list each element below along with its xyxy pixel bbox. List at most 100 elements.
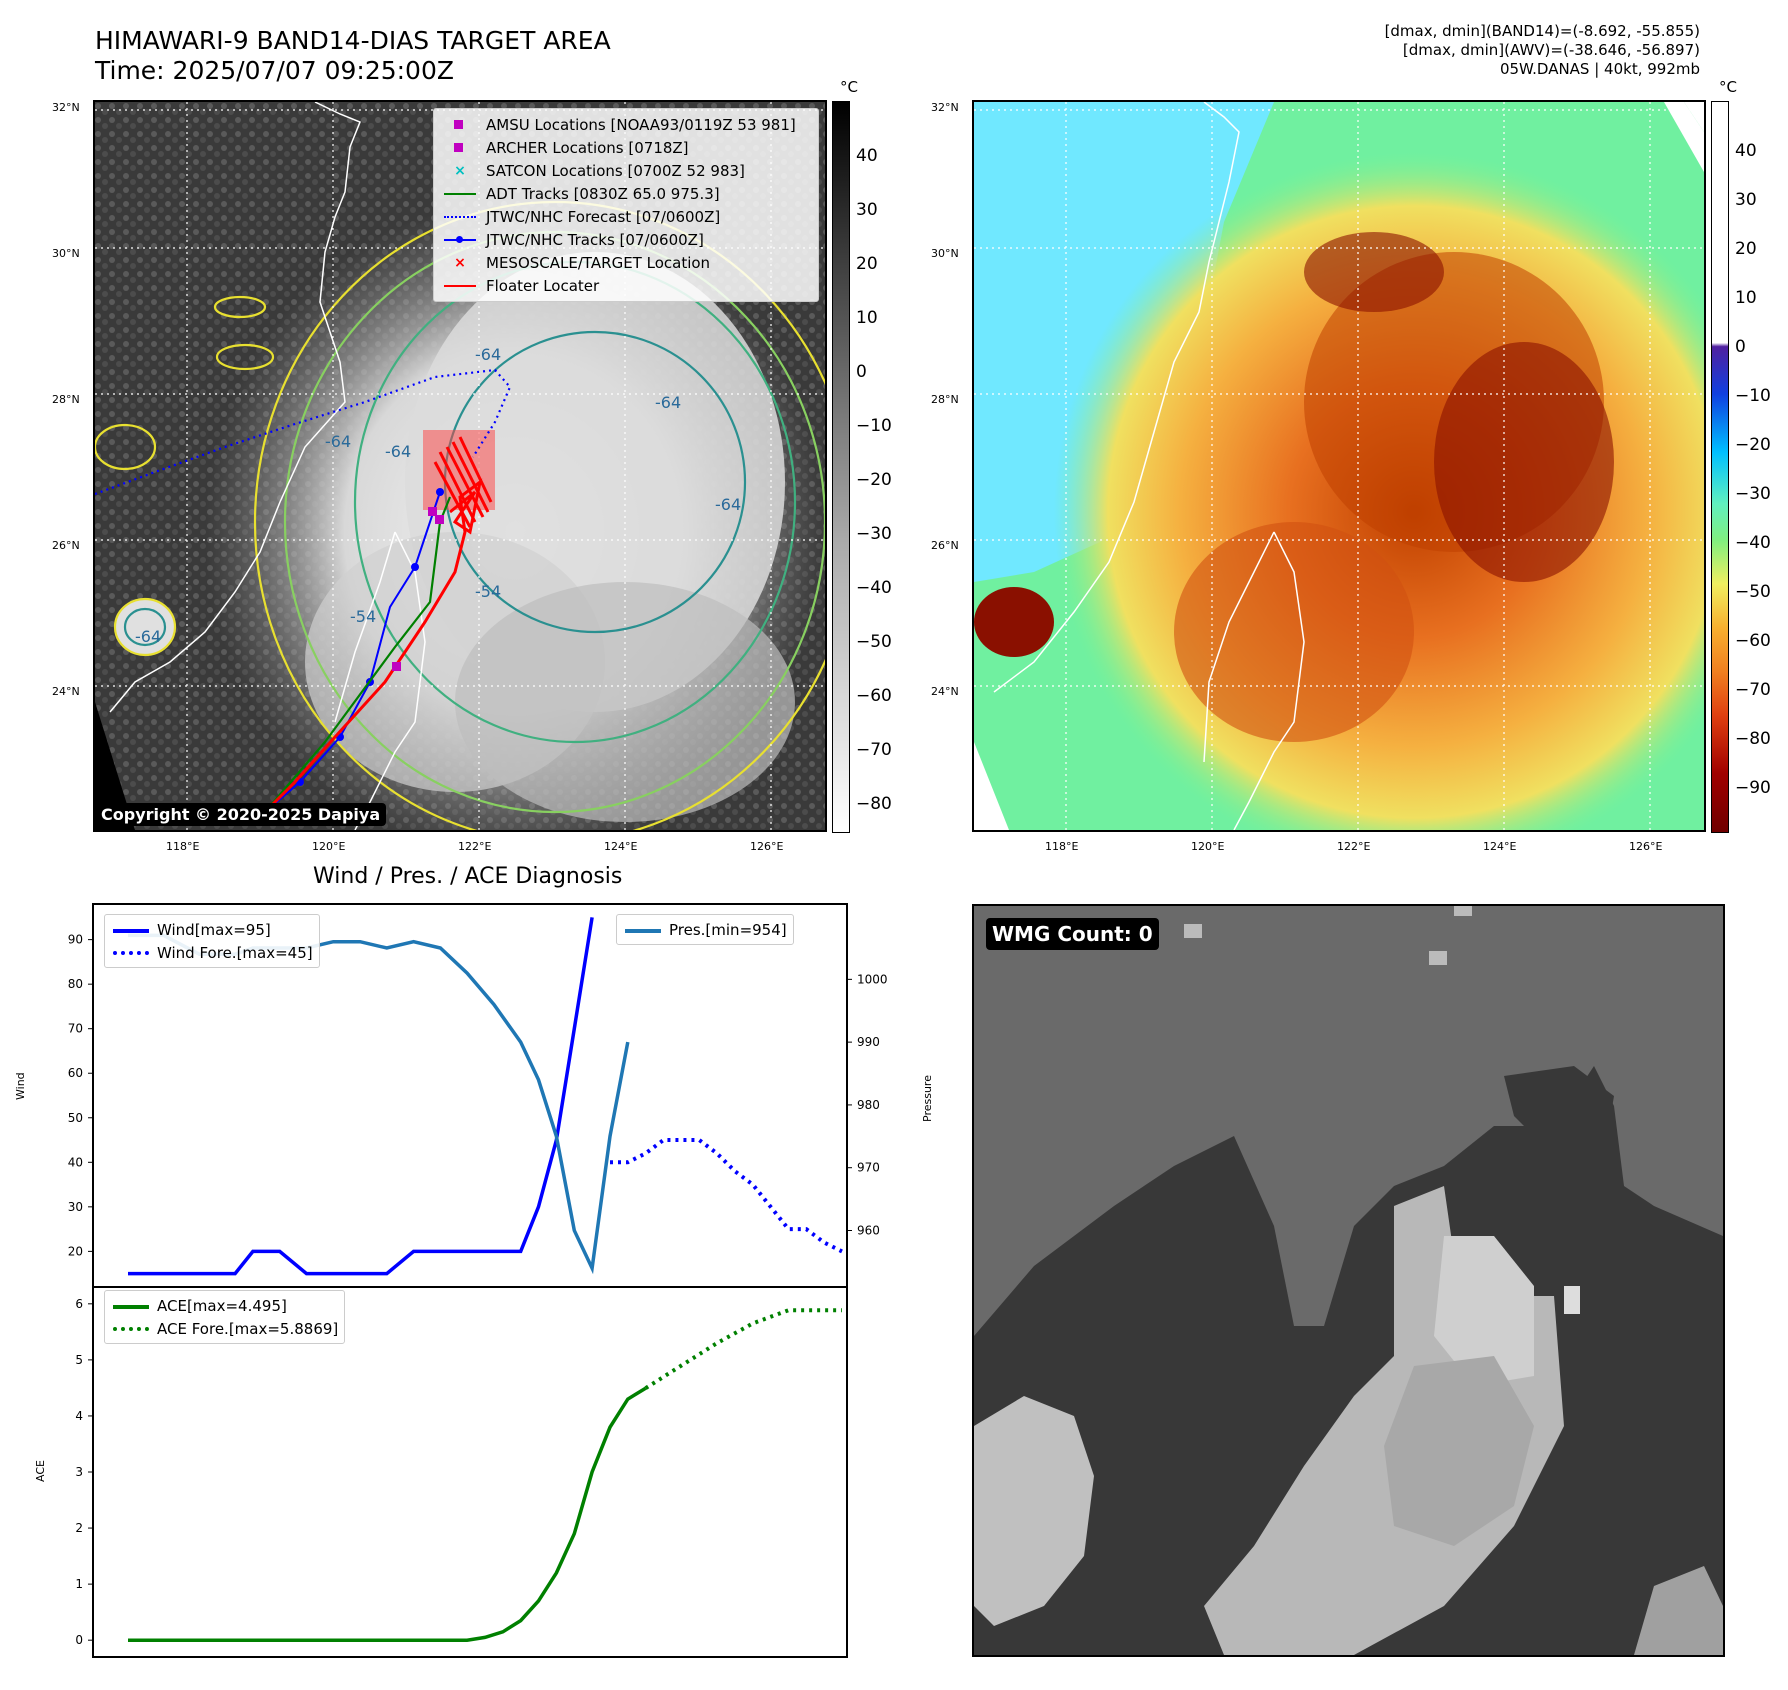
- ace-axis-label: ACE: [34, 1460, 47, 1482]
- diag-title: Wind / Pres. / ACE Diagnosis: [313, 864, 623, 889]
- ace-legend: ACE[max=4.495] ACE Fore.[max=5.8869]: [104, 1290, 346, 1344]
- ace-tick-label: 6: [75, 1297, 83, 1311]
- lat-tick: 32°N: [931, 101, 959, 114]
- pressure-tick-label: 990: [857, 1035, 880, 1049]
- wmg-image: [974, 906, 1723, 1655]
- contour-label: -64: [475, 345, 501, 364]
- lon-tick: 124°E: [1483, 840, 1517, 853]
- contour-label: -64: [385, 442, 411, 461]
- storm-info-text: 05W.DANAS | 40kt, 992mb: [1499, 60, 1700, 78]
- gray-colorbar: [832, 101, 850, 833]
- legend-item: JTWC/NHC Tracks [07/0600Z]: [434, 228, 818, 251]
- colorbar-tick: −10: [1735, 386, 1771, 406]
- ace-tick-label: 3: [75, 1465, 83, 1479]
- ace-tick-label: 4: [75, 1409, 83, 1423]
- contour-label: -64: [135, 627, 161, 646]
- legend-item: Floater Locater: [434, 274, 818, 297]
- colorbar-tick: −70: [1735, 680, 1771, 700]
- colorbar-tick: 40: [1735, 141, 1757, 161]
- colorbar-tick: 20: [1735, 239, 1757, 259]
- colorbar-tick: −50: [1735, 582, 1771, 602]
- legend-item: Wind[max=95]: [105, 918, 319, 941]
- lat-tick: 26°N: [52, 539, 80, 552]
- wind-tick-label: 60: [68, 1066, 83, 1080]
- lat-tick: 30°N: [931, 247, 959, 260]
- legend-item: AMSU Locations [NOAA93/0119Z 53 981]: [434, 113, 818, 136]
- wind-tick-label: 20: [68, 1244, 83, 1258]
- pressure-tick-label: 960: [857, 1223, 880, 1237]
- contour-label: -54: [475, 582, 501, 601]
- wind-forecast-line: [610, 1138, 843, 1254]
- colorbar-tick: 0: [1735, 337, 1746, 357]
- color-colorbar: [1711, 101, 1729, 833]
- legend-item: ARCHER Locations [0718Z]: [434, 136, 818, 159]
- colorbar-tick: −40: [1735, 533, 1771, 553]
- wmg-panel: WMG Count: 0: [972, 904, 1725, 1657]
- ace-series-line: [128, 1386, 647, 1642]
- wind-tick-label: 80: [68, 977, 83, 991]
- colorbar-tick: 10: [1735, 288, 1757, 308]
- wind-tick-label: 50: [68, 1111, 83, 1125]
- colorbar-tick: −50: [856, 632, 892, 652]
- colorbar-tick: −20: [856, 470, 892, 490]
- wind-tick-label: 30: [68, 1200, 83, 1214]
- ace-tick-label: 5: [75, 1353, 83, 1367]
- wind-axis-label: Wind: [14, 1072, 27, 1100]
- colorbar-tick: −30: [1735, 484, 1771, 504]
- pressure-axis-label: Pressure: [921, 1075, 934, 1122]
- lon-tick: 118°E: [166, 840, 200, 853]
- timestamp: Time: 2025/07/07 09:25:00Z: [95, 56, 454, 85]
- colorbar-tick: 20: [856, 254, 878, 274]
- legend-item: JTWC/NHC Forecast [07/0600Z]: [434, 205, 818, 228]
- colorbar-tick: −30: [856, 524, 892, 544]
- contour-label: -64: [655, 393, 681, 412]
- wmg-count-badge: WMG Count: 0: [986, 918, 1159, 950]
- lat-tick: 32°N: [52, 101, 80, 114]
- contour-label: -64: [325, 432, 351, 451]
- pressure-legend: Pres.[min=954]: [616, 914, 794, 945]
- lon-tick: 118°E: [1045, 840, 1079, 853]
- colorbar-tick: −90: [1735, 778, 1771, 798]
- ir-map-panel: -64 -64 -64 -64 -54 -54 -64 -64 AMSU Loc…: [93, 100, 827, 832]
- contour-label: -64: [715, 495, 741, 514]
- lon-tick: 122°E: [1337, 840, 1371, 853]
- ace-tick-label: 2: [75, 1521, 83, 1535]
- ace-tick-label: 1: [75, 1577, 83, 1591]
- lat-tick: 28°N: [931, 393, 959, 406]
- lon-tick: 126°E: [1629, 840, 1663, 853]
- lon-tick: 124°E: [604, 840, 638, 853]
- lat-tick: 24°N: [931, 685, 959, 698]
- ace-tick-label: 0: [75, 1633, 83, 1647]
- wind-tick-label: 70: [68, 1022, 83, 1036]
- awv-range-text: [dmax, dmin](AWV)=(-38.646, -56.897): [1402, 41, 1700, 59]
- colorbar-tick: 30: [856, 200, 878, 220]
- page-title: HIMAWARI-9 BAND14-DIAS TARGET AREA: [95, 26, 611, 55]
- pressure-tick-label: 970: [857, 1161, 880, 1175]
- lon-tick: 122°E: [458, 840, 492, 853]
- legend-item: ACE Fore.[max=5.8869]: [105, 1317, 344, 1340]
- diagnosis-chart: 90 80 70 60 50 40 30 20 1000 990 980 970 960 6 5 4 3 2 1 0: [68, 903, 888, 1658]
- wind-tick-label: 40: [68, 1155, 83, 1169]
- awv-map-image: [974, 102, 1704, 830]
- legend-item: Pres.[min=954]: [617, 918, 793, 941]
- legend-item: Wind Fore.[max=45]: [105, 941, 319, 964]
- legend-item: ACE[max=4.495]: [105, 1294, 344, 1317]
- floater-track: [253, 478, 483, 824]
- awv-map-panel: [972, 100, 1706, 832]
- lat-tick: 28°N: [52, 393, 80, 406]
- wind-legend: Wind[max=95] Wind Fore.[max=45]: [104, 914, 320, 968]
- wind-series-line: [128, 917, 594, 1276]
- colorbar-unit: °C: [840, 78, 858, 96]
- contour-label: -54: [350, 607, 376, 626]
- colorbar-tick: 10: [856, 308, 878, 328]
- band14-range-text: [dmax, dmin](BAND14)=(-8.692, -55.855): [1384, 22, 1700, 40]
- colorbar-tick: −40: [856, 578, 892, 598]
- legend-item: ADT Tracks [0830Z 65.0 975.3]: [434, 182, 818, 205]
- colorbar-unit: °C: [1719, 78, 1737, 96]
- lat-tick: 26°N: [931, 539, 959, 552]
- colorbar-tick: −80: [1735, 729, 1771, 749]
- lon-tick: 120°E: [1191, 840, 1225, 853]
- lat-tick: 30°N: [52, 247, 80, 260]
- ace-forecast-line: [644, 1308, 842, 1390]
- lon-tick: 120°E: [312, 840, 346, 853]
